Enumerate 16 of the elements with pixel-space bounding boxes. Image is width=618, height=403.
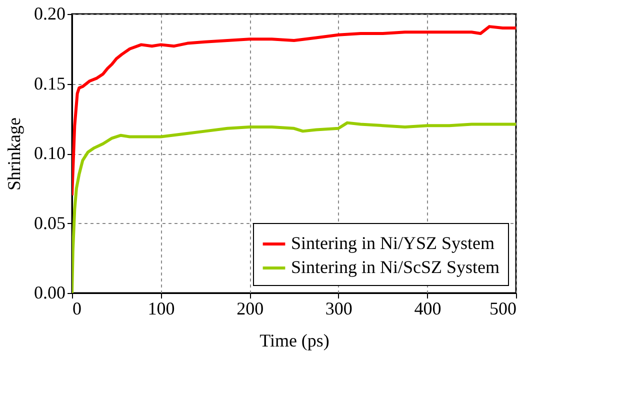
x-tick-label: 300 (325, 298, 352, 318)
line-series (72, 25, 516, 197)
x-tick-label: 500 (490, 298, 516, 318)
legend-label: Sintering in Ni/ScSZ System (291, 257, 500, 277)
y-axis-title: Shrinkage (4, 117, 24, 190)
y-tick-label: 0.20 (34, 4, 66, 24)
x-tick-label: 200 (236, 298, 264, 318)
legend-label: Sintering in Ni/YSZ System (291, 233, 495, 253)
y-tick-label: 0.05 (34, 212, 66, 233)
x-tick-label: 0 (72, 298, 82, 318)
x-tick-label: 100 (148, 298, 175, 318)
x-tick-label: 400 (414, 298, 442, 318)
y-tick-label: 0.15 (34, 73, 66, 94)
x-axis-title: Time (ps) (260, 330, 330, 350)
y-tick-label: 0.10 (34, 143, 66, 163)
y-tick-label: 0.00 (34, 282, 66, 302)
